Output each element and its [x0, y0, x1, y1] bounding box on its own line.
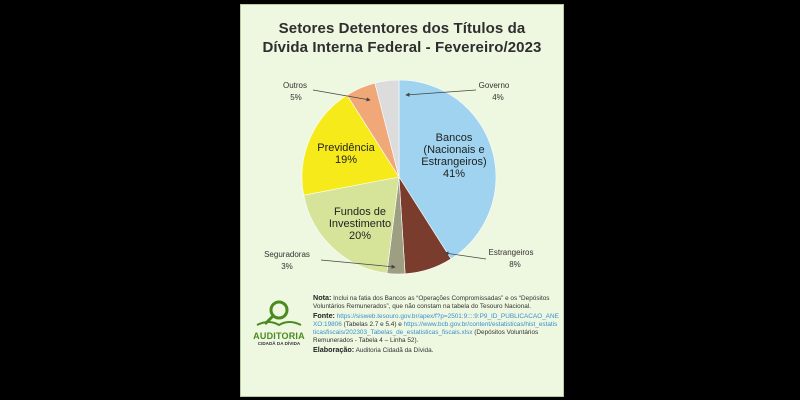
- fonte-text-depositos: (Depósitos Voluntários Remunerados - Tab…: [313, 329, 539, 345]
- outer-pct-seguradoras: 3%: [281, 262, 293, 271]
- leader-arrow-estrangeiros: [444, 251, 487, 260]
- leader-arrow-outros: [312, 89, 371, 102]
- elaboracao-text: Auditoria Cidadã da Dívida.: [355, 346, 434, 354]
- pie-slice-fundos-de-investimento: [303, 176, 400, 274]
- elaboracao-label: Elaboração:: [313, 344, 355, 354]
- outer-pct-outros: 5%: [290, 93, 302, 102]
- notes-block: Nota: Inclui na fatia dos Bancos as “Ope…: [313, 293, 559, 355]
- elaboracao-paragraph: Elaboração: Auditoria Cidadã da Dívida.: [313, 344, 559, 355]
- infographic-card: Setores Detentores dos Títulos da Dívida…: [240, 4, 564, 397]
- logo-text-auditoria: AUDITORIA: [253, 331, 305, 341]
- slice-label-bancos-nacionais-e-estrangeiros: Bancos (Nacionais e Estrangeiros) 41%: [421, 132, 486, 180]
- fonte-text-tabelas: (Tabelas 2.7 e 5.4) e: [343, 320, 402, 328]
- pie-slice-governo: [374, 79, 400, 178]
- fonte-paragraph: Fonte: https://sisweb.tesouro.gov.br/ape…: [313, 310, 559, 346]
- outer-pct-governo: 4%: [492, 93, 504, 102]
- nota-label: Nota:: [313, 293, 332, 302]
- pie-labels: Bancos (Nacionais e Estrangeiros) 41% Estran…: [264, 81, 533, 271]
- chart-title: Setores Detentores dos Títulos da Dívida…: [241, 19, 563, 57]
- outer-label-seguradoras: Seguradoras: [264, 250, 310, 259]
- pie-chart: Bancos (Nacionais e Estrangeiros) 41% Estran…: [264, 79, 533, 275]
- outer-label-estrangeiros: Estrangeiros: [489, 248, 534, 257]
- slice-label-previdencia: Previdência 19%: [317, 142, 375, 166]
- chart-title-line2: Dívida Interna Federal - Fevereiro/2023: [262, 39, 542, 56]
- chart-title-line1: Setores Detentores dos Títulos da: [278, 20, 526, 37]
- leader-arrow-seguradoras: [320, 259, 396, 269]
- pie-slice-bancos-nacionais-e-estrangeiros: [398, 79, 497, 260]
- fonte-label: Fonte:: [313, 310, 335, 320]
- slice-label-fundos-de-investimento: Fundos de Investimento 20%: [329, 206, 391, 242]
- nota-text: Inclui na fatia dos Bancos as “Operações…: [313, 295, 550, 311]
- outer-pct-estrangeiros: 8%: [509, 260, 521, 269]
- fonte-link-tesouro[interactable]: https://sisweb.tesouro.gov.br/apex/f?p=2…: [313, 312, 559, 328]
- pie-slice-previdencia: [301, 94, 400, 196]
- auditoria-logo-icon: [256, 300, 302, 327]
- logo-text-cidada: CIDADÃ DA DÍVIDA: [257, 341, 301, 346]
- outer-label-outros: Outros: [283, 81, 307, 90]
- outer-label-governo: Governo: [479, 81, 510, 90]
- fonte-link-bcb[interactable]: https://www.bcb.gov.br/content/estatisti…: [313, 320, 558, 337]
- leader-arrow-governo: [405, 89, 477, 97]
- pie-slices: [301, 79, 497, 275]
- nota-paragraph: Nota: Inclui na fatia dos Bancos as “Ope…: [313, 293, 559, 312]
